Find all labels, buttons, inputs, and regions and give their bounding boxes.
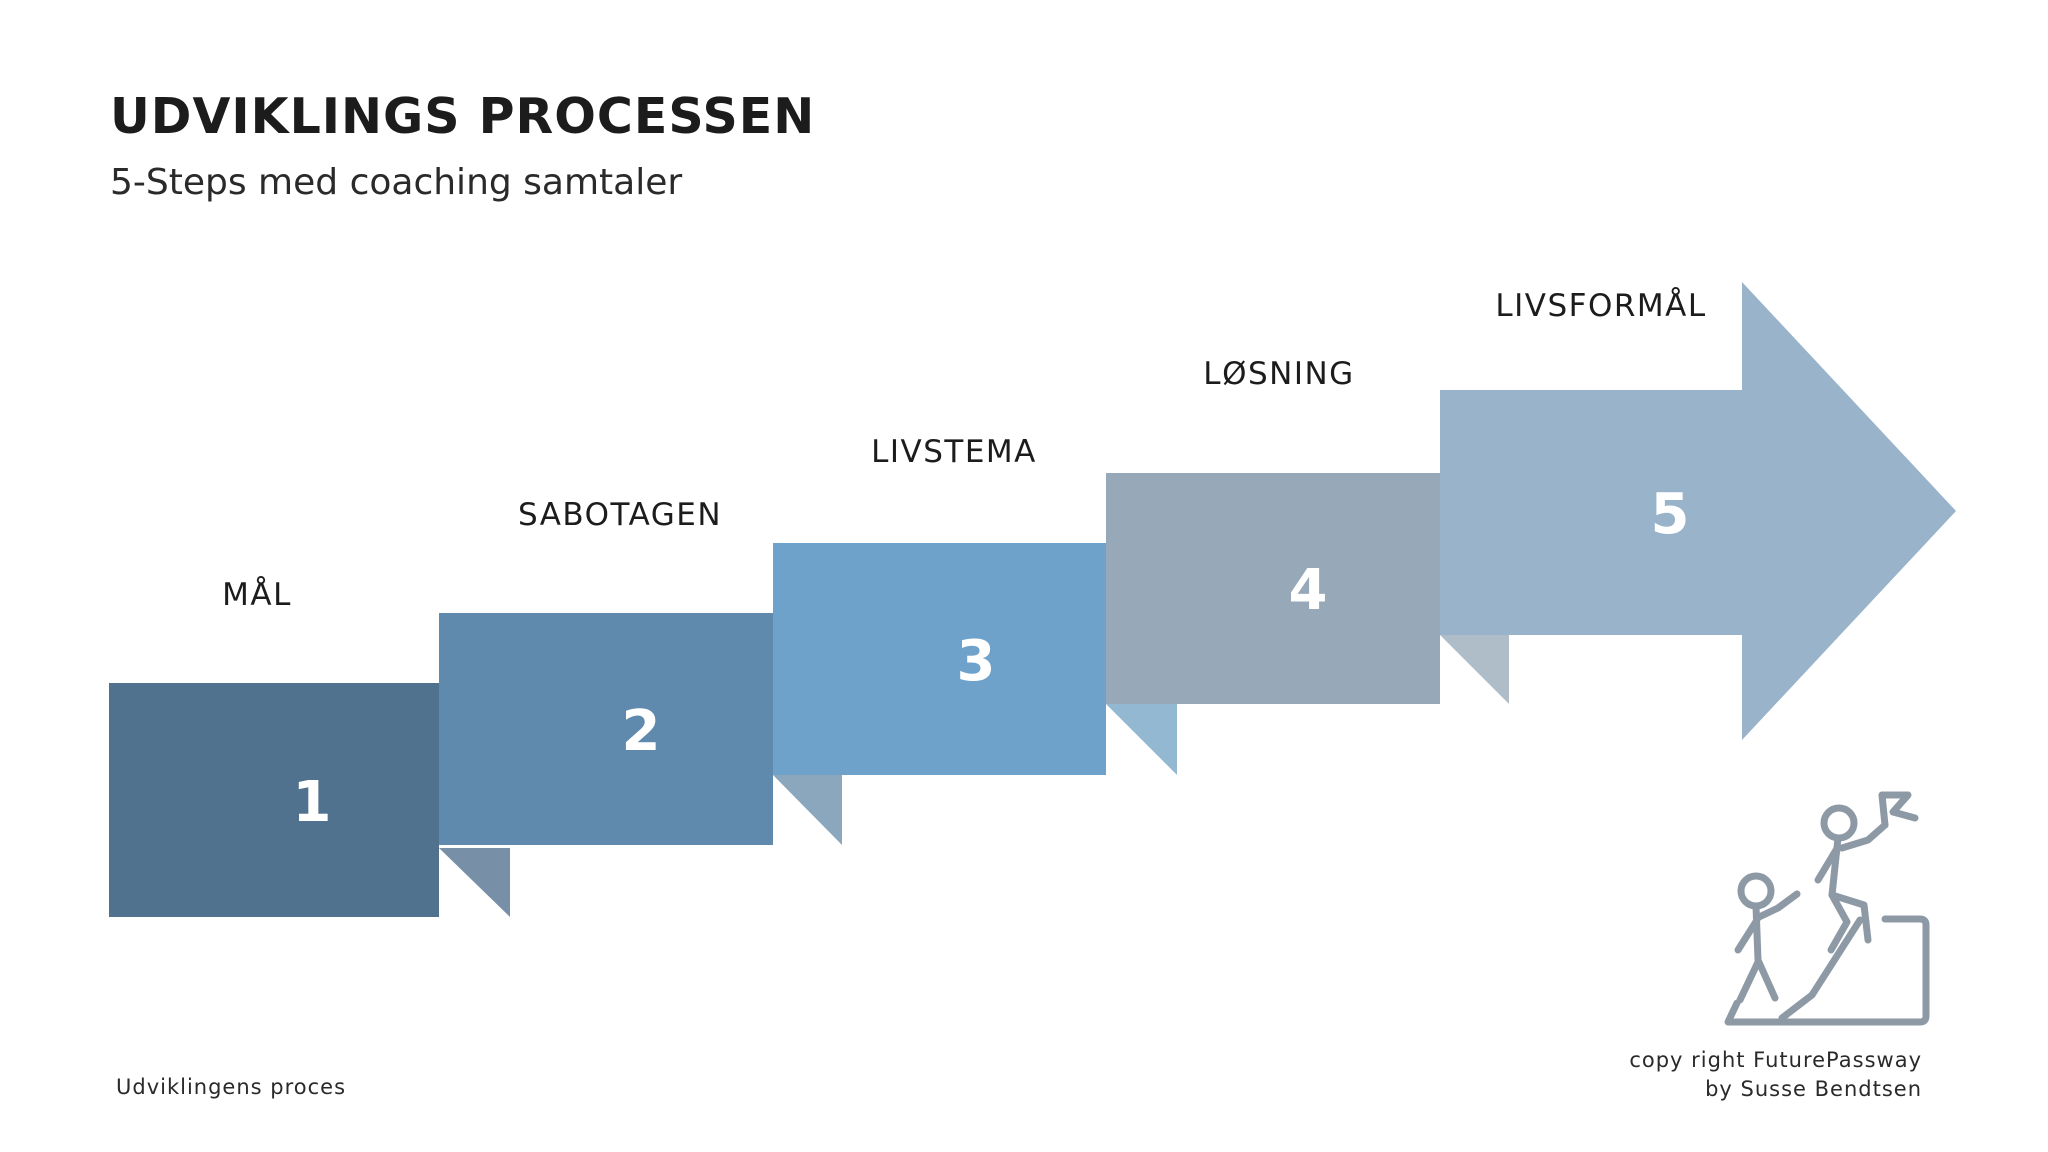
step-1-number: 1 (293, 770, 332, 835)
step-2-block (439, 613, 773, 845)
step-1-fold (439, 848, 510, 917)
step-5-number: 5 (1651, 482, 1690, 547)
copyright-line-1: copy right FuturePassway (1629, 1048, 1922, 1072)
footer-caption: Udviklingens proces (116, 1075, 347, 1099)
step-4-label: LØSNING (1203, 356, 1354, 392)
page-subtitle: 5-Steps med coaching samtaler (110, 162, 683, 203)
step-2-number: 2 (622, 699, 661, 764)
step-4-block (1106, 473, 1440, 704)
step-4: 4 LØSNING (1106, 356, 1509, 704)
step-5-arrow (1440, 282, 1956, 740)
step-1-label: MÅL (222, 577, 292, 613)
step-2: 2 SABOTAGEN (439, 497, 842, 845)
step-5: 5 LIVSFORMÅL (1440, 282, 1956, 740)
climbing-team-icon (1724, 791, 1930, 1026)
page-title: UDVIKLINGS PROCESSEN (110, 88, 816, 145)
step-1: 1 MÅL (109, 577, 510, 917)
step-5-label: LIVSFORMÅL (1495, 288, 1706, 324)
copyright-notice: copy right FuturePassway by Susse Bendts… (1629, 1046, 1922, 1104)
step-3-fold (1106, 704, 1177, 775)
step-3-block (773, 543, 1106, 775)
step-2-fold (773, 775, 842, 845)
step-4-number: 4 (1289, 558, 1328, 623)
step-3-label: LIVSTEMA (871, 434, 1037, 470)
step-2-label: SABOTAGEN (518, 497, 722, 533)
copyright-line-2: by Susse Bendtsen (1705, 1077, 1922, 1101)
step-3-number: 3 (957, 629, 996, 694)
step-1-block (109, 683, 439, 917)
step-4-fold (1440, 635, 1509, 704)
step-3: 3 LIVSTEMA (773, 434, 1177, 775)
